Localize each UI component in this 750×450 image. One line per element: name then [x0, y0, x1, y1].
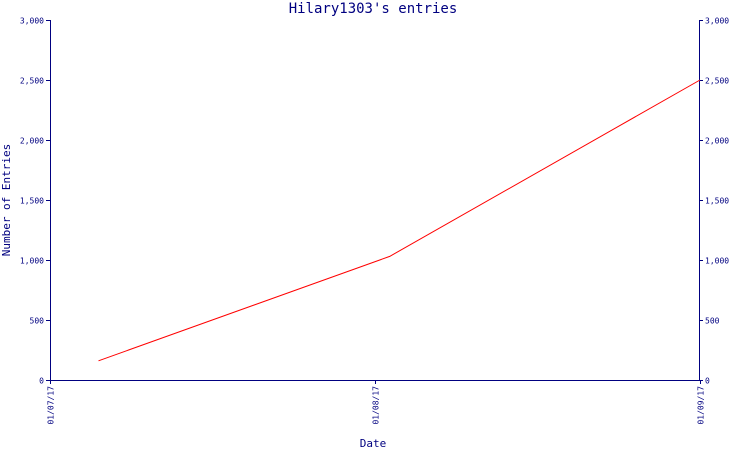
y-tick-label-left: 0 — [39, 377, 44, 386]
x-tick-label: 01/08/17 — [372, 386, 381, 425]
y-tick-label-right: 2,000 — [705, 137, 729, 146]
x-axis-ticks: 01/07/17 01/08/17 01/09/17 — [47, 380, 706, 425]
y-tick-label-left: 2,500 — [20, 77, 44, 86]
x-tick-label: 01/09/17 — [697, 386, 706, 425]
data-series — [98, 79, 701, 362]
y-axis-title: Number of Entries — [0, 144, 13, 257]
y-tick-label-left: 3,000 — [20, 17, 44, 26]
y-tick-label-right: 2,500 — [705, 77, 729, 86]
x-tick-label: 01/07/17 — [47, 386, 56, 425]
y-tick-label-left: 1,500 — [20, 197, 44, 206]
y-tick-label-right: 0 — [705, 377, 710, 386]
y-tick-label-right: 1,500 — [705, 197, 729, 206]
chart-title: Hilary1303's entries — [289, 1, 458, 17]
y-axis-ticks: 0 0 500 500 1,000 1,000 1,500 1,500 2,000 2,000 2,… — [20, 17, 729, 386]
y-tick-label-right: 1,000 — [705, 257, 729, 266]
y-tick-label-right: 500 — [705, 317, 720, 326]
series-line — [98, 79, 701, 362]
y-tick-label-left: 1,000 — [20, 257, 44, 266]
y-tick-label-left: 500 — [30, 317, 45, 326]
y-tick-label-left: 2,000 — [20, 137, 44, 146]
x-axis-title: Date — [360, 437, 387, 450]
y-tick-label-right: 3,000 — [705, 17, 729, 26]
